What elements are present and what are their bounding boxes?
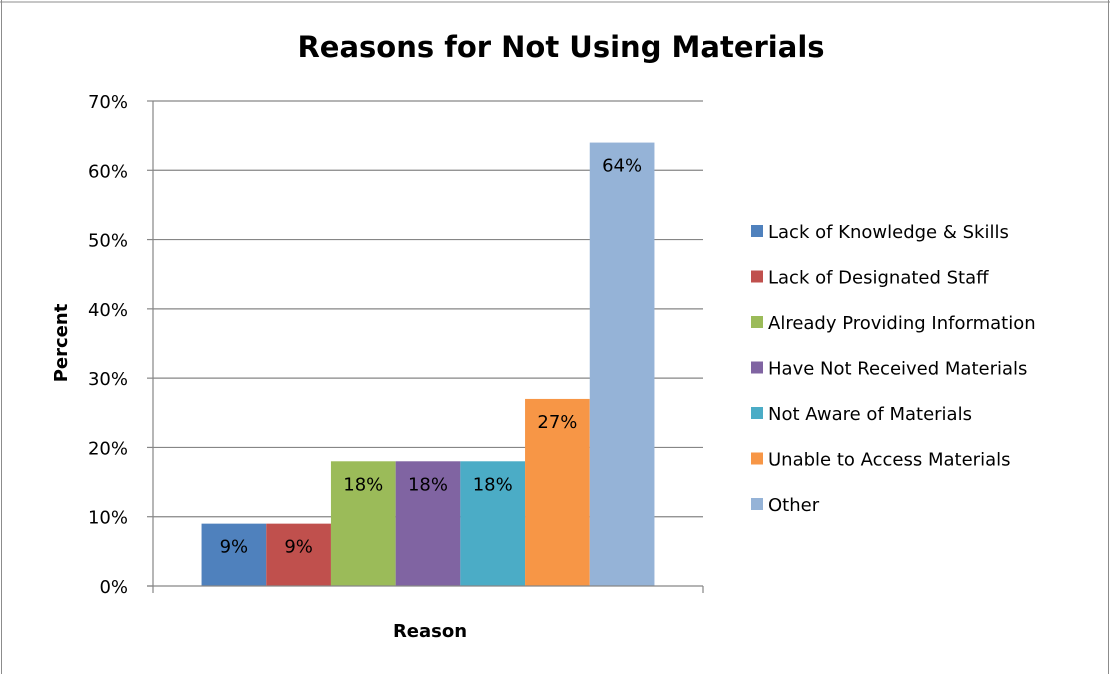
y-tick-label: 60% — [88, 161, 128, 182]
bar-3 — [330, 461, 396, 586]
y-tick-label: 10% — [88, 508, 128, 529]
legend-label-3: Already Providing Information — [768, 313, 1036, 334]
legend-swatch-5 — [751, 407, 763, 419]
x-axis-title: Reason — [393, 621, 467, 642]
bar-4 — [395, 461, 461, 586]
y-axis-ticks: 0% 10% 20% 30% 40% 50% 60% 70% — [88, 92, 153, 598]
y-tick-label: 40% — [88, 300, 128, 321]
y-tick-label: 30% — [88, 369, 128, 390]
legend-label-4: Have Not Received Materials — [768, 359, 1027, 380]
bar-5 — [460, 461, 526, 586]
bars — [201, 142, 655, 587]
legend-swatch-2 — [751, 270, 763, 283]
bar-7 — [589, 142, 655, 587]
chart-title: Reasons for Not Using Materials — [297, 30, 824, 64]
legend-swatch-1 — [751, 225, 763, 237]
bar-6 — [525, 398, 590, 586]
data-labels: 9% 9% 18% 18% 18% 27% 64% — [220, 156, 642, 558]
data-label-6: 27% — [537, 412, 577, 433]
data-label-7: 64% — [602, 156, 642, 177]
data-label-5: 18% — [473, 474, 513, 495]
data-label-3: 18% — [343, 474, 383, 495]
legend-swatch-4 — [751, 361, 763, 374]
legend: Lack of Knowledge & Skills Lack of Design… — [751, 222, 1036, 516]
legend-label-5: Not Aware of Materials — [768, 404, 972, 425]
y-tick-label: 70% — [88, 92, 128, 113]
legend-swatch-3 — [751, 316, 763, 328]
y-tick-label: 50% — [88, 231, 128, 252]
legend-label-7: Other — [768, 495, 820, 516]
bar-2 — [266, 523, 331, 586]
y-tick-label: 20% — [88, 438, 128, 459]
data-label-1: 9% — [220, 537, 249, 558]
legend-swatch-6 — [751, 452, 763, 465]
legend-label-2: Lack of Designated Staff — [768, 268, 989, 289]
data-label-2: 9% — [284, 537, 313, 558]
legend-swatch-7 — [751, 498, 763, 510]
y-tick-label: 0% — [99, 577, 128, 598]
y-axis-title: Percent — [51, 303, 72, 382]
legend-label-1: Lack of Knowledge & Skills — [768, 222, 1009, 243]
data-label-4: 18% — [408, 474, 448, 495]
bar-1 — [201, 523, 267, 586]
legend-label-6: Unable to Access Materials — [768, 450, 1010, 471]
